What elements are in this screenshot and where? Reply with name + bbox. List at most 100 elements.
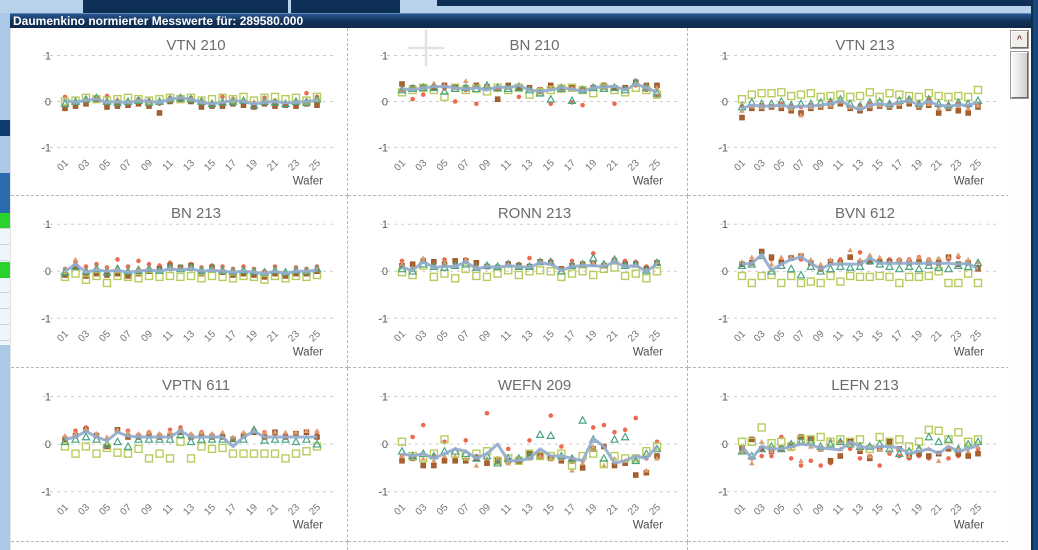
x-axis-label: Wafer [954, 346, 984, 358]
x-tick-label: 25 [968, 158, 984, 174]
x-tick-label: 21 [265, 328, 281, 344]
chart-title: LEFN 213 [831, 377, 899, 394]
x-tick-label: 11 [161, 502, 176, 517]
x-axis-label: Wafer [633, 520, 663, 532]
y-tick-label: 0 [722, 96, 728, 108]
background-tab-strip [0, 0, 1038, 13]
x-tick-label: 09 [139, 328, 155, 344]
x-tick-label: 07 [118, 328, 134, 344]
x-tick-label: 17 [562, 158, 578, 174]
x-tick-label: 03 [752, 502, 768, 518]
x-tick-label: 13 [520, 158, 536, 174]
chart-title: BVN 612 [835, 205, 895, 222]
x-tick-label: 23 [626, 502, 642, 518]
series-mean-line [64, 429, 317, 448]
x-tick-label: 01 [55, 502, 71, 518]
chart-panel-vptn-611: 1 0 -1 VPTN 611 01 03 05 07 09 11 13 15 17 19 21 23 25 Wa… [11, 368, 348, 542]
x-tick-label: 19 [909, 158, 925, 174]
y-tick-label: 1 [45, 51, 51, 63]
x-tick-label: 09 [811, 328, 827, 344]
x-tick-label: 23 [949, 328, 965, 344]
y-tick-label: -1 [718, 142, 728, 154]
x-tick-label: 17 [890, 502, 906, 518]
x-tick-label: 15 [541, 502, 557, 518]
y-tick-label: 0 [382, 96, 388, 108]
x-tick-label: 05 [772, 502, 788, 518]
x-tick-label: 17 [890, 328, 906, 344]
x-tick-label: 05 [435, 328, 451, 344]
chart-panel-vtn-213: 1 0 -1 VTN 213 01 03 05 07 09 11 13 15 17 19 21 23 25 Waf… [688, 28, 1009, 196]
chart-canvas: 1 0 -1 VTN 210 01 03 05 07 09 11 13 15 17 19 21 23 25Waf… [41, 37, 337, 187]
chart-panel-ronn-213: 1 0 -1 RONN 213 01 03 05 07 09 11 13 15 17 19 21 23 25 Wa… [348, 196, 688, 368]
x-tick-label: 01 [732, 158, 748, 174]
chart-panel-lefn-213: 1 0 -1 LEFN 213 01 03 05 07 09 11 13 15 17 19 21 23 25 Wa… [688, 368, 1009, 542]
x-tick-label: 23 [286, 158, 302, 174]
x-tick-label: 05 [97, 502, 113, 518]
x-tick-label: 07 [456, 328, 472, 344]
x-tick-label: 13 [181, 328, 197, 344]
x-tick-label: 15 [870, 328, 886, 344]
x-tick-label: 13 [181, 502, 197, 518]
x-tick-label: 03 [414, 328, 430, 344]
series-mean-line [64, 262, 318, 276]
x-tick-label: 25 [647, 328, 663, 344]
chart-canvas: 1 0 -1 RONN 213 01 03 05 07 09 11 13 15 17 19 21 23 25 Wa… [378, 205, 677, 358]
x-tick-label: 23 [626, 158, 642, 174]
x-tick-label: 13 [181, 158, 197, 174]
x-axis-label: Wafer [293, 175, 323, 187]
series-mean-line [741, 99, 979, 112]
y-tick-label: -1 [718, 313, 728, 325]
scroll-up-button[interactable]: ^ [1010, 30, 1029, 49]
x-tick-label: 07 [791, 328, 807, 344]
x-tick-label: 09 [811, 502, 827, 518]
x-tick-label: 09 [477, 158, 493, 174]
left-panel-segment [0, 173, 10, 213]
x-tick-label: 01 [732, 502, 748, 518]
x-tick-label: 03 [752, 158, 768, 174]
x-tick-label: 23 [626, 328, 642, 344]
chart-canvas: 1 0 -1 BVN 612 01 03 05 07 09 11 13 15 17 19 21 23 25 Waf… [718, 205, 998, 358]
y-tick-label: 0 [382, 266, 388, 278]
x-tick-label: 03 [76, 502, 92, 518]
x-tick-label: 07 [456, 502, 472, 518]
x-tick-label: 21 [929, 502, 945, 518]
vertical-scrollbar[interactable]: ^ [1008, 28, 1031, 550]
x-axis-label: Wafer [293, 346, 323, 358]
background-tab [83, 0, 288, 13]
chart-panel-wefn-209: 1 0 -1 WEFN 209 01 03 05 07 09 11 13 15 17 19 21 23 25 Wa… [348, 368, 688, 542]
series-site-green-open-square [60, 269, 322, 288]
chart-canvas: 1 0 -1 BN 210 01 03 05 07 09 11 13 15 17 19 21 23 25Wafe… [378, 30, 677, 187]
y-tick-label: 1 [722, 219, 728, 231]
x-tick-label: 05 [772, 158, 788, 174]
scrollbar-thumb[interactable] [1010, 51, 1029, 99]
chart-title: VTN 213 [835, 37, 894, 54]
x-tick-label: 09 [477, 328, 493, 344]
y-tick-label: 0 [382, 439, 388, 451]
x-tick-label: 23 [286, 502, 302, 518]
x-tick-label: 13 [850, 158, 866, 174]
series-mean-line [740, 440, 979, 460]
x-tick-label: 19 [584, 328, 600, 344]
series-site-green-open-square [60, 437, 322, 463]
x-tick-label: 01 [392, 328, 408, 344]
x-tick-label: 21 [265, 158, 281, 174]
x-tick-label: 05 [97, 328, 113, 344]
clipped-row-filler [11, 542, 348, 550]
window-title: Daumenkino normierter Messwerte für: 289… [13, 14, 304, 28]
x-axis-label: Wafer [954, 175, 984, 187]
x-tick-label: 01 [732, 328, 748, 344]
x-tick-label: 03 [414, 158, 430, 174]
left-edge-panel [0, 13, 10, 550]
clipped-row-filler [348, 542, 688, 550]
x-tick-label: 17 [890, 158, 906, 174]
x-tick-label: 21 [605, 328, 621, 344]
x-tick-label: 05 [435, 502, 451, 518]
series-mean-line [401, 260, 658, 273]
y-tick-label: 0 [45, 266, 51, 278]
x-tick-label: 25 [307, 502, 323, 518]
y-tick-label: 1 [722, 51, 728, 63]
y-tick-label: 1 [722, 392, 728, 404]
x-tick-label: 11 [499, 502, 514, 517]
x-tick-label: 07 [118, 158, 134, 174]
